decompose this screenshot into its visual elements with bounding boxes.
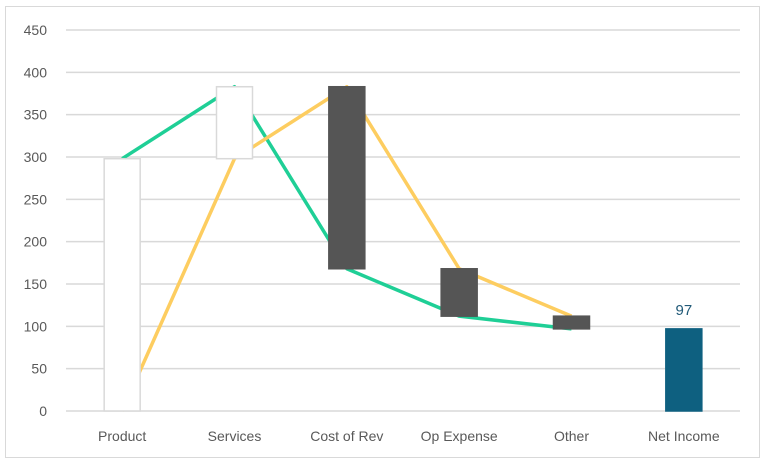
y-tick-label: 350 — [24, 107, 48, 123]
y-tick-label: 100 — [24, 318, 48, 334]
bar-cost-of-rev — [328, 85, 366, 270]
bar-net-income — [665, 328, 703, 412]
y-tick-label: 450 — [24, 22, 48, 38]
x-category-label: Net Income — [648, 428, 720, 444]
x-category-label: Op Expense — [421, 428, 498, 444]
x-category-label: Product — [98, 428, 146, 444]
y-tick-label: 50 — [31, 361, 47, 377]
x-category-label: Cost of Rev — [310, 428, 383, 444]
y-tick-label: 200 — [24, 234, 48, 250]
y-tick-label: 300 — [24, 149, 48, 165]
x-category-label: Services — [208, 428, 262, 444]
y-tick-label: 400 — [24, 64, 48, 80]
data-label: 97 — [675, 302, 692, 319]
y-tick-label: 250 — [24, 191, 48, 207]
x-category-label: Other — [554, 428, 589, 444]
y-tick-label: 150 — [24, 276, 48, 292]
bar-op-expense — [440, 268, 478, 317]
bar-product — [103, 157, 141, 412]
bar-services — [215, 85, 254, 160]
y-tick-label: 0 — [39, 403, 47, 419]
bar-other — [552, 315, 591, 330]
